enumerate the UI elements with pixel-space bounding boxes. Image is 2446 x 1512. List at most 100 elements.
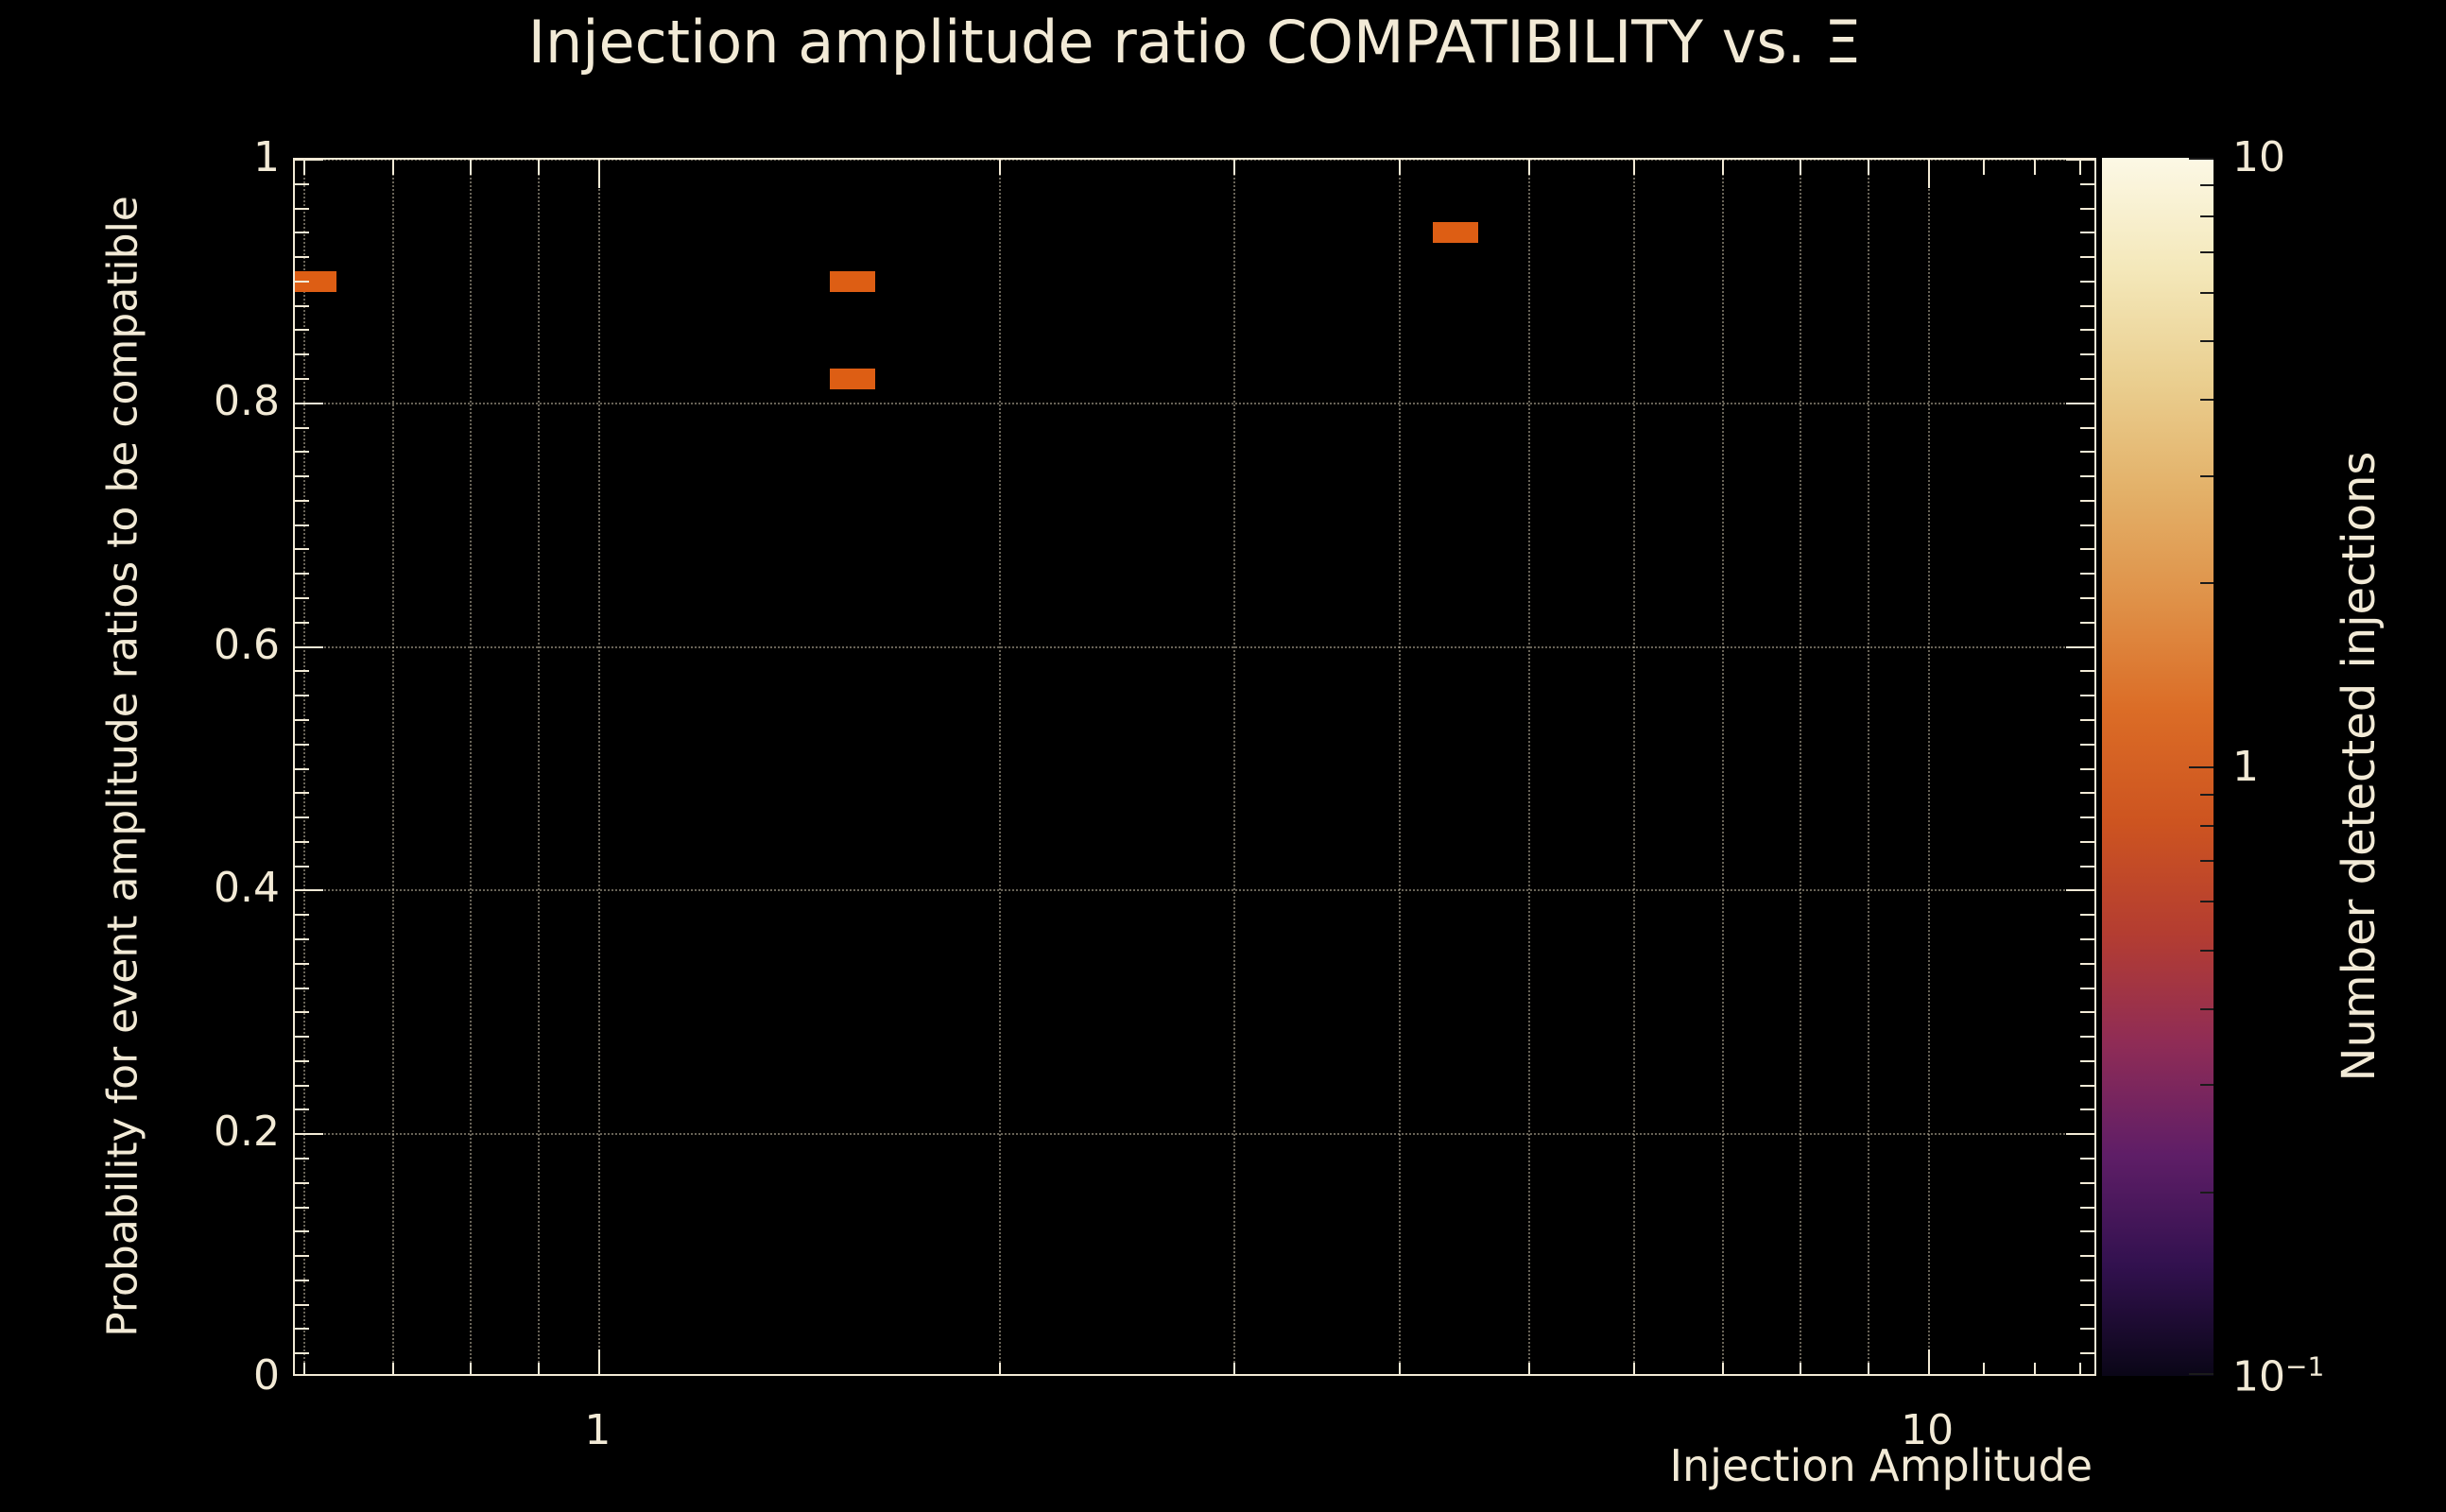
y-minor-tick [2080, 840, 2094, 843]
x-minor-tick [2079, 1363, 2082, 1374]
y-minor-tick [2080, 1108, 2094, 1111]
x-minor-tick [1799, 1363, 1801, 1374]
y-minor-tick [295, 232, 309, 234]
y-minor-tick [295, 1011, 309, 1014]
x-major-tick [1928, 160, 1931, 188]
y-major-tick [295, 402, 323, 404]
y-minor-tick [295, 718, 309, 721]
colorbar-tick-label: 1 [2232, 742, 2259, 791]
y-minor-tick [295, 865, 309, 868]
x-minor-tick [1867, 160, 1869, 175]
y-major-tick [295, 645, 323, 648]
x-minor-tick [1527, 160, 1530, 175]
y-minor-tick [295, 499, 309, 502]
colorbar-minor-tick [2200, 1191, 2213, 1194]
y-minor-tick [2080, 1059, 2094, 1062]
grid-line-vertical [1722, 160, 1725, 1374]
y-minor-tick [2080, 962, 2094, 965]
y-minor-tick [2080, 1084, 2094, 1087]
y-minor-tick [295, 182, 309, 185]
y-minor-tick [295, 548, 309, 551]
y-minor-tick [2080, 865, 2094, 868]
y-minor-tick [295, 816, 309, 819]
y-minor-tick [295, 670, 309, 673]
y-minor-tick [2080, 182, 2094, 185]
y-minor-tick [295, 475, 309, 478]
grid-line-vertical [392, 160, 395, 1374]
x-minor-tick [998, 1363, 1001, 1374]
colorbar-minor-tick [2200, 949, 2213, 952]
y-minor-tick [295, 1157, 309, 1160]
y-minor-tick [2080, 718, 2094, 721]
y-minor-tick [2080, 378, 2094, 381]
x-minor-tick [1232, 1363, 1235, 1374]
y-minor-tick [2080, 987, 2094, 989]
y-minor-tick [295, 280, 309, 283]
y-minor-tick [2080, 670, 2094, 673]
y-minor-tick [2080, 1303, 2094, 1306]
heatmap-cell [830, 270, 876, 292]
y-minor-tick [2080, 1157, 2094, 1160]
colorbar-minor-tick [2200, 860, 2213, 863]
colorbar-minor-tick [2200, 399, 2213, 402]
x-minor-tick [470, 1363, 473, 1374]
y-minor-tick [2080, 914, 2094, 917]
y-minor-tick [2080, 475, 2094, 478]
y-minor-tick [295, 987, 309, 989]
colorbar-minor-tick [2200, 793, 2213, 796]
y-tick-label: 0.8 [214, 376, 280, 425]
x-minor-tick [1722, 1363, 1725, 1374]
y-minor-tick [295, 937, 309, 940]
colorbar-minor-tick [2200, 340, 2213, 342]
y-minor-tick [295, 378, 309, 381]
y-minor-tick [2080, 1255, 2094, 1258]
x-minor-tick [1399, 1363, 1402, 1374]
grid-line-vertical [1799, 160, 1801, 1374]
x-minor-tick [2033, 1363, 2036, 1374]
x-minor-tick [1527, 1363, 1530, 1374]
y-minor-tick [2080, 499, 2094, 502]
grid-line-horizontal [295, 645, 2094, 648]
y-major-tick [2066, 402, 2094, 404]
heatmap-cell [830, 369, 876, 390]
x-major-tick [1928, 1349, 1931, 1374]
x-axis-label: Injection Amplitude [1669, 1440, 2093, 1491]
grid-line-vertical [1527, 160, 1530, 1374]
y-minor-tick [295, 695, 309, 697]
colorbar-label: Number detected injections [2333, 451, 2386, 1082]
y-minor-tick [295, 1084, 309, 1087]
y-minor-tick [2080, 524, 2094, 526]
x-minor-tick [537, 160, 540, 175]
x-minor-tick [537, 1363, 540, 1374]
y-minor-tick [2080, 304, 2094, 307]
y-minor-tick [295, 1108, 309, 1111]
x-minor-tick [392, 160, 395, 175]
y-minor-tick [295, 1352, 309, 1355]
y-minor-tick [2080, 256, 2094, 259]
y-minor-tick [2080, 816, 2094, 819]
x-minor-tick [470, 160, 473, 175]
y-minor-tick [295, 1255, 309, 1258]
y-major-tick [2066, 160, 2094, 161]
y-minor-tick [295, 1059, 309, 1062]
y-minor-tick [2080, 1206, 2094, 1209]
y-minor-tick [2080, 426, 2094, 429]
y-minor-tick [295, 1303, 309, 1306]
y-minor-tick [295, 329, 309, 332]
grid-line-horizontal [295, 1133, 2094, 1136]
y-minor-tick [295, 207, 309, 210]
y-minor-tick [2080, 1279, 2094, 1281]
x-minor-tick [2033, 160, 2036, 175]
y-minor-tick [295, 1279, 309, 1281]
colorbar-major-tick [2189, 158, 2213, 160]
grid-line-horizontal [295, 402, 2094, 404]
y-minor-tick [2080, 767, 2094, 770]
y-minor-tick [295, 1230, 309, 1233]
grid-line-vertical [1867, 160, 1869, 1374]
y-minor-tick [295, 1206, 309, 1209]
x-minor-tick [303, 160, 306, 175]
y-minor-tick [2080, 207, 2094, 210]
y-minor-tick [295, 353, 309, 356]
y-minor-tick [2080, 353, 2094, 356]
